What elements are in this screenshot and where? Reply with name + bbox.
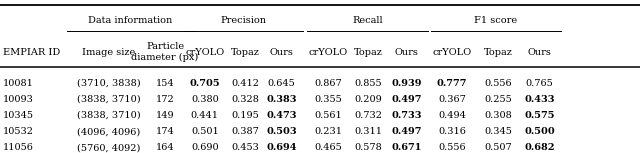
Text: 0.311: 0.311 bbox=[355, 127, 383, 136]
Text: Topaz: Topaz bbox=[483, 48, 513, 56]
Text: 0.412: 0.412 bbox=[231, 79, 259, 88]
Text: 0.855: 0.855 bbox=[355, 79, 383, 88]
Text: 10532: 10532 bbox=[3, 127, 34, 136]
Text: Particle
diameter (px): Particle diameter (px) bbox=[131, 42, 199, 62]
Text: Precision: Precision bbox=[220, 16, 266, 25]
Text: 0.231: 0.231 bbox=[314, 127, 342, 136]
Text: (3838, 3710): (3838, 3710) bbox=[77, 111, 141, 120]
Text: 0.209: 0.209 bbox=[355, 95, 383, 104]
Text: 0.345: 0.345 bbox=[484, 127, 512, 136]
Text: 0.556: 0.556 bbox=[484, 79, 512, 88]
Text: 0.308: 0.308 bbox=[484, 111, 512, 120]
Text: Data information: Data information bbox=[88, 16, 173, 25]
Text: 172: 172 bbox=[156, 95, 175, 104]
Text: 0.733: 0.733 bbox=[391, 111, 422, 120]
Text: Recall: Recall bbox=[352, 16, 383, 25]
Text: 0.578: 0.578 bbox=[355, 143, 383, 152]
Text: 164: 164 bbox=[156, 143, 175, 152]
Text: 0.705: 0.705 bbox=[189, 79, 220, 88]
Text: 0.501: 0.501 bbox=[191, 127, 219, 136]
Text: 10081: 10081 bbox=[3, 79, 34, 88]
Text: 0.453: 0.453 bbox=[231, 143, 259, 152]
Text: (5760, 4092): (5760, 4092) bbox=[77, 143, 141, 152]
Text: 0.575: 0.575 bbox=[524, 111, 555, 120]
Text: 0.494: 0.494 bbox=[438, 111, 466, 120]
Text: 0.765: 0.765 bbox=[525, 79, 554, 88]
Text: 0.465: 0.465 bbox=[314, 143, 342, 152]
Text: 0.473: 0.473 bbox=[266, 111, 297, 120]
Text: 0.507: 0.507 bbox=[484, 143, 512, 152]
Text: 0.387: 0.387 bbox=[231, 127, 259, 136]
Text: Ours: Ours bbox=[527, 48, 552, 56]
Text: 174: 174 bbox=[156, 127, 175, 136]
Text: 0.732: 0.732 bbox=[355, 111, 383, 120]
Text: 0.556: 0.556 bbox=[438, 143, 466, 152]
Text: 0.497: 0.497 bbox=[391, 127, 422, 136]
Text: 0.503: 0.503 bbox=[266, 127, 297, 136]
Text: 0.255: 0.255 bbox=[484, 95, 512, 104]
Text: 0.380: 0.380 bbox=[191, 95, 219, 104]
Text: 0.355: 0.355 bbox=[314, 95, 342, 104]
Text: Topaz: Topaz bbox=[354, 48, 383, 56]
Text: 0.383: 0.383 bbox=[266, 95, 297, 104]
Text: 0.694: 0.694 bbox=[266, 143, 297, 152]
Text: 10345: 10345 bbox=[3, 111, 34, 120]
Text: Ours: Ours bbox=[394, 48, 419, 56]
Text: 0.561: 0.561 bbox=[314, 111, 342, 120]
Text: Image size: Image size bbox=[82, 48, 136, 56]
Text: 0.777: 0.777 bbox=[436, 79, 467, 88]
Text: 0.367: 0.367 bbox=[438, 95, 466, 104]
Text: 0.645: 0.645 bbox=[268, 79, 296, 88]
Text: 154: 154 bbox=[156, 79, 175, 88]
Text: 0.195: 0.195 bbox=[231, 111, 259, 120]
Text: (4096, 4096): (4096, 4096) bbox=[77, 127, 140, 136]
Text: (3710, 3838): (3710, 3838) bbox=[77, 79, 141, 88]
Text: crYOLO: crYOLO bbox=[308, 48, 348, 56]
Text: Ours: Ours bbox=[269, 48, 294, 56]
Text: crYOLO: crYOLO bbox=[432, 48, 472, 56]
Text: 0.328: 0.328 bbox=[231, 95, 259, 104]
Text: 0.682: 0.682 bbox=[524, 143, 555, 152]
Text: 0.433: 0.433 bbox=[524, 95, 555, 104]
Text: (3838, 3710): (3838, 3710) bbox=[77, 95, 141, 104]
Text: 0.867: 0.867 bbox=[314, 79, 342, 88]
Text: 0.500: 0.500 bbox=[524, 127, 555, 136]
Text: 149: 149 bbox=[156, 111, 175, 120]
Text: 10093: 10093 bbox=[3, 95, 34, 104]
Text: crYOLO: crYOLO bbox=[185, 48, 225, 56]
Text: 11056: 11056 bbox=[3, 143, 34, 152]
Text: 0.441: 0.441 bbox=[191, 111, 219, 120]
Text: F1 score: F1 score bbox=[474, 16, 517, 25]
Text: 0.671: 0.671 bbox=[391, 143, 422, 152]
Text: 0.497: 0.497 bbox=[391, 95, 422, 104]
Text: Topaz: Topaz bbox=[230, 48, 260, 56]
Text: 0.939: 0.939 bbox=[391, 79, 422, 88]
Text: 0.316: 0.316 bbox=[438, 127, 466, 136]
Text: EMPIAR ID: EMPIAR ID bbox=[3, 48, 60, 56]
Text: 0.690: 0.690 bbox=[191, 143, 219, 152]
